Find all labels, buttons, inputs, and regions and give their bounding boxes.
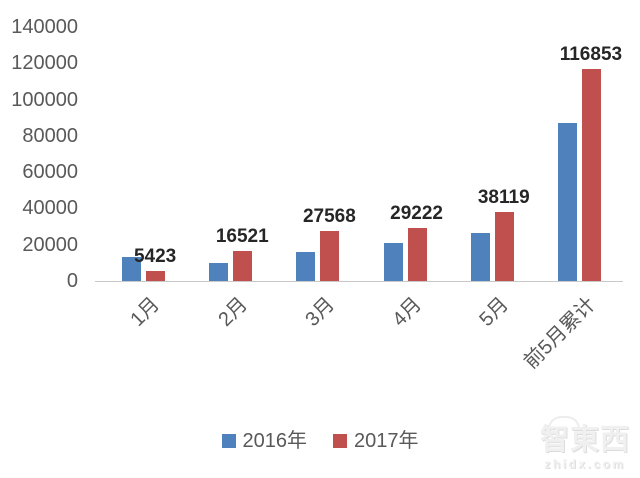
x-tick-label: 前5月累计: [520, 293, 601, 374]
bar-2016: [470, 232, 490, 281]
legend-item-2016: 2016年: [221, 430, 308, 452]
y-axis-tick-labels: 0 20000 40000 60000 80000 100000 120000 140000: [0, 17, 78, 291]
bar-2016: [122, 256, 142, 281]
bar-group: 29222: [383, 204, 443, 281]
legend-swatch-2017-icon: [333, 434, 347, 448]
bar-2016: [209, 262, 229, 281]
legend-label-2017: 2017年: [354, 430, 419, 452]
bar-2017: [320, 231, 340, 281]
bar-2016: [383, 243, 403, 281]
bar-2017: [146, 271, 166, 281]
data-label: 27568: [302, 206, 356, 227]
watermark-zhidx: 智東西 zhidx.com: [540, 416, 630, 470]
bar-group: 5423: [122, 247, 176, 281]
x-tick-label: 2月: [214, 293, 252, 331]
bar-2017: [494, 211, 514, 281]
legend-item-2017: 2017年: [333, 431, 419, 451]
legend: 2016年 2017年: [0, 431, 640, 451]
bar-2016: [557, 123, 577, 281]
x-axis-tick-labels: 1月 2月 3月 4月 5月 前5月累计: [95, 282, 623, 402]
bar-group: 27568: [296, 207, 356, 281]
bar-2016: [296, 252, 316, 281]
bar-group: 38119: [470, 188, 530, 281]
x-tick-label: 3月: [301, 293, 339, 331]
y-tick-label: 60000: [22, 161, 78, 184]
bar-group: 16521: [209, 227, 269, 281]
plot-area: 5423 16521 27568 29222 38119 116853: [95, 27, 623, 282]
data-label: 38119: [477, 186, 530, 208]
data-label: 16521: [215, 226, 269, 247]
legend-label-2016: 2016年: [242, 430, 308, 452]
data-label: 29222: [390, 203, 443, 224]
x-tick-label: 5月: [475, 293, 514, 331]
legend-swatch-2016-icon: [221, 434, 236, 448]
watermark-logo-text: 智東西: [539, 424, 630, 456]
watermark-domain-text: zhidx.com: [544, 457, 626, 471]
bar-group: 116853: [557, 45, 622, 281]
bar-2017: [407, 228, 427, 281]
y-tick-label: 140000: [11, 16, 78, 38]
data-label: 116853: [559, 44, 623, 65]
x-tick-label: 1月: [126, 293, 165, 331]
y-tick-label: 100000: [11, 88, 78, 111]
y-tick-label: 0: [66, 270, 78, 292]
y-tick-label: 20000: [22, 233, 78, 256]
bar-2017: [233, 251, 253, 281]
y-tick-label: 120000: [11, 52, 78, 75]
y-tick-label: 80000: [22, 124, 78, 147]
data-label: 5423: [133, 246, 177, 268]
bar-2017: [581, 69, 601, 281]
x-tick-label: 4月: [388, 293, 426, 331]
y-tick-label: 40000: [22, 197, 78, 220]
